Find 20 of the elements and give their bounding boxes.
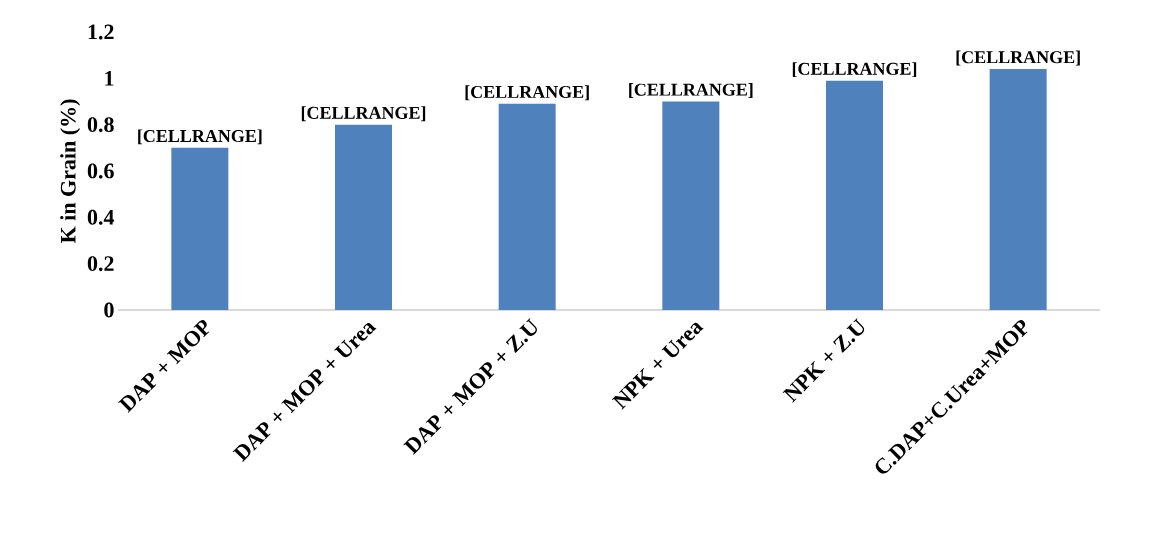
data-label: [CELLRANGE] bbox=[301, 106, 426, 122]
y-tick-label: 1.2 bbox=[88, 24, 114, 40]
y-tick-label: 0.6 bbox=[87, 163, 114, 179]
bar bbox=[335, 124, 393, 310]
bar bbox=[498, 103, 556, 310]
bar bbox=[989, 69, 1047, 310]
y-tick-label: 0.2 bbox=[87, 256, 114, 272]
y-tick-label: 1 bbox=[105, 71, 114, 86]
data-label: [CELLRANGE] bbox=[792, 62, 917, 78]
data-label: [CELLRANGE] bbox=[465, 85, 589, 101]
data-label: [CELLRANGE] bbox=[138, 129, 262, 145]
bar bbox=[826, 80, 883, 310]
y-tick-label: 0.4 bbox=[87, 209, 115, 225]
bar bbox=[171, 147, 229, 310]
data-label: [CELLRANGE] bbox=[956, 50, 1080, 66]
data-label: [CELLRANGE] bbox=[629, 83, 753, 98]
y-tick-label: 0 bbox=[104, 302, 114, 318]
y-axis-title: K in Grain (%) bbox=[60, 99, 81, 244]
bar bbox=[662, 101, 720, 310]
y-tick-label: 0.8 bbox=[87, 117, 114, 133]
